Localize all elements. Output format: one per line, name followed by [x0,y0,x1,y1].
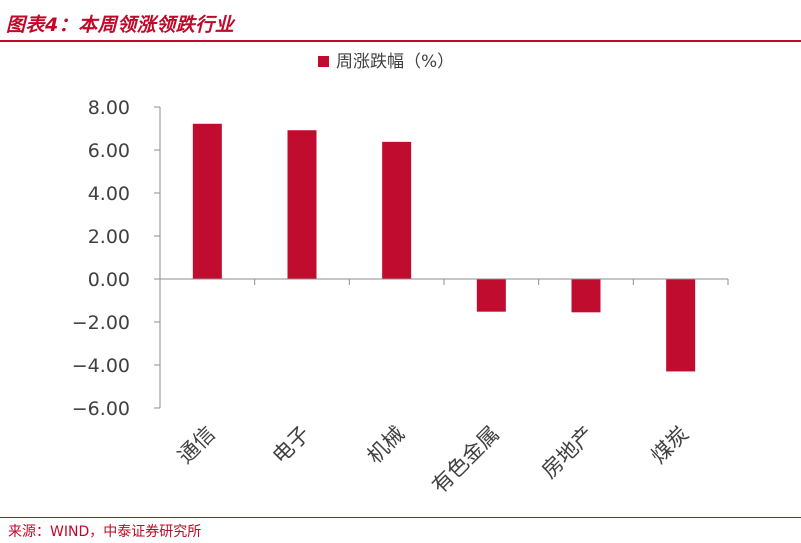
bar-4 [476,279,506,312]
y-tick-label: −6.00 [72,398,130,420]
x-tick-label: 有色金属 [428,422,504,498]
x-tick-label: 通信 [173,422,220,469]
y-tick-label: −4.00 [72,355,130,377]
y-tick-label: −2.00 [72,312,130,334]
footer-divider [0,517,801,518]
header-divider [0,40,801,42]
bar-6 [666,279,696,372]
x-axis: 通信 电子 机械 有色金属 房地产 煤炭 [159,278,729,498]
legend-label: 周涨跌幅（%） [336,52,454,72]
bar-3 [382,141,412,279]
figure-title: 图表4：本周领涨领跌行业 [6,14,235,36]
y-tick-label: 6.00 [88,140,130,162]
y-tick-label: 8.00 [88,97,130,119]
legend-swatch [318,56,329,67]
chart-legend: 周涨跌幅（%） [318,52,454,72]
bar-chart: 周涨跌幅（%） 8.00 6.00 4.00 2.00 0.00 −2.00 −4.00 −6… [72,52,729,498]
x-tick-label: 机械 [363,422,410,469]
bar-2 [287,130,317,279]
chart-area: 周涨跌幅（%） 8.00 6.00 4.00 2.00 0.00 −2.00 −4.00 −6… [0,44,801,514]
bar-5 [571,279,601,313]
x-tick-label: 房地产 [537,422,599,484]
bar-series [192,123,696,372]
source-note: 来源：WIND，中泰证券研究所 [8,524,202,540]
y-axis: 8.00 6.00 4.00 2.00 0.00 −2.00 −4.00 −6.00 [72,97,161,420]
x-tick-label: 煤炭 [647,422,694,469]
x-tick-label: 电子 [268,422,315,469]
figure-header: 图表4：本周领涨领跌行业 [0,0,801,44]
y-tick-label: 0.00 [88,269,130,291]
y-tick-label: 2.00 [88,226,130,248]
y-tick-label: 4.00 [88,183,130,205]
bar-1 [192,123,222,280]
